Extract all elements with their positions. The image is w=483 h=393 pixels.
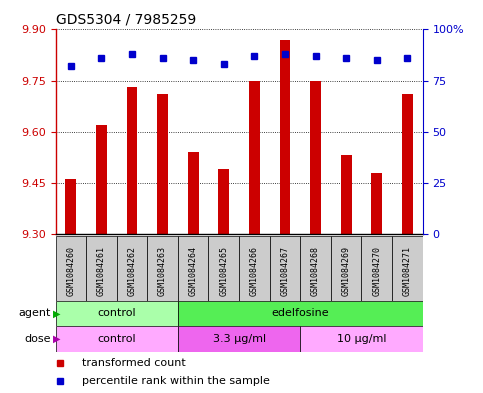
Text: GSM1084267: GSM1084267 (281, 246, 289, 296)
Text: GSM1084264: GSM1084264 (189, 246, 198, 296)
Bar (147, 236, 178, 301)
Bar (96, 125, 107, 234)
Text: GSM1084265: GSM1084265 (219, 246, 228, 296)
Text: percentile rank within the sample: percentile rank within the sample (82, 376, 270, 386)
Bar (361, 236, 392, 301)
Text: GSM1084266: GSM1084266 (250, 246, 259, 296)
Text: GSM1084260: GSM1084260 (66, 246, 75, 296)
Text: 3.3 μg/ml: 3.3 μg/ml (213, 334, 266, 344)
Text: GSM1084261: GSM1084261 (97, 246, 106, 296)
Bar (66, 179, 76, 234)
Bar (392, 236, 423, 301)
Bar (371, 173, 382, 234)
Text: dose: dose (24, 334, 51, 344)
Bar (178, 326, 300, 352)
Text: 10 μg/ml: 10 μg/ml (337, 334, 386, 344)
Bar (239, 236, 270, 301)
Bar (178, 301, 423, 326)
Text: GSM1084269: GSM1084269 (341, 246, 351, 296)
Text: transformed count: transformed count (82, 358, 186, 368)
Bar (117, 236, 147, 301)
Bar (310, 81, 321, 234)
Bar (280, 40, 290, 234)
Bar (300, 326, 423, 352)
Text: GSM1084268: GSM1084268 (311, 246, 320, 296)
Bar (218, 169, 229, 234)
Text: GDS5304 / 7985259: GDS5304 / 7985259 (56, 13, 196, 27)
Text: control: control (98, 309, 136, 318)
Text: ▶: ▶ (53, 309, 61, 318)
Bar (209, 236, 239, 301)
Text: agent: agent (18, 309, 51, 318)
Bar (249, 81, 260, 234)
Bar (56, 236, 86, 301)
Text: GSM1084263: GSM1084263 (158, 246, 167, 296)
Bar (331, 236, 361, 301)
Bar (56, 326, 178, 352)
Bar (56, 301, 178, 326)
Text: control: control (98, 334, 136, 344)
Bar (341, 156, 352, 234)
Bar (188, 152, 199, 234)
Bar (270, 236, 300, 301)
Bar (86, 236, 117, 301)
Bar (127, 87, 137, 234)
Text: edelfosine: edelfosine (271, 309, 329, 318)
Bar (157, 94, 168, 234)
Bar (402, 94, 412, 234)
Text: GSM1084271: GSM1084271 (403, 246, 412, 296)
Text: GSM1084262: GSM1084262 (128, 246, 137, 296)
Bar (178, 236, 209, 301)
Bar (300, 236, 331, 301)
Text: GSM1084270: GSM1084270 (372, 246, 381, 296)
Text: ▶: ▶ (53, 334, 61, 344)
